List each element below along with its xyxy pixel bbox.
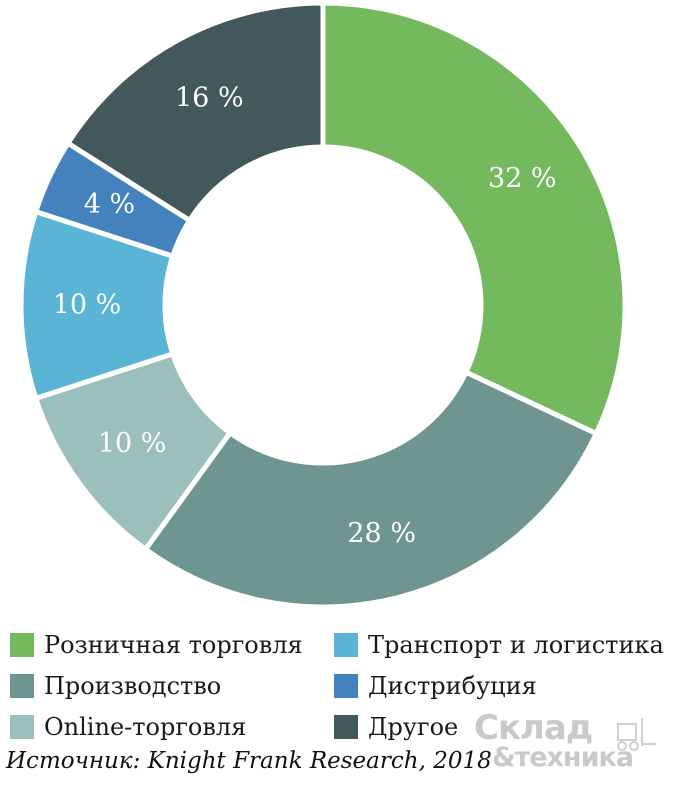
donut-slice — [64, 0, 326, 224]
legend-item: Розничная торговля — [10, 630, 303, 660]
legend-swatch — [10, 715, 34, 739]
legend-label: Розничная торговля — [44, 631, 303, 659]
slice-value-label: 16 % — [175, 83, 244, 114]
donut-chart: 32 % 28 % 10 % 10 % 4 % 16 % — [21, 0, 628, 610]
slice-value-label: 10 % — [98, 428, 167, 459]
donut-slice — [141, 368, 600, 610]
legend-item: Online-торговля — [10, 712, 246, 742]
legend-swatch — [10, 633, 34, 657]
legend-label: Online-торговля — [44, 713, 247, 741]
legend-label: Дистрибуция — [368, 672, 537, 700]
legend-label: Транспорт и логистика — [368, 631, 664, 659]
legend-label: Производство — [44, 672, 222, 700]
forklift-icon — [617, 718, 656, 751]
legend: Розничная торговля Транспорт и логистика… — [10, 628, 681, 748]
legend-item: Другое — [334, 712, 458, 742]
slice-value-label: 28 % — [347, 518, 416, 549]
legend-item: Производство — [10, 671, 221, 701]
legend-swatch — [10, 674, 34, 698]
legend-swatch — [334, 633, 358, 657]
watermark-logo: Склад &техника — [462, 708, 677, 778]
donut-slice — [320, 0, 628, 437]
watermark-text-2: &техника — [492, 742, 634, 773]
legend-swatch — [334, 715, 358, 739]
slice-value-label: 10 % — [53, 290, 122, 321]
legend-item: Дистрибуция — [334, 671, 537, 701]
watermark-text-1: Склад — [474, 708, 593, 748]
legend-label: Другое — [368, 713, 459, 741]
slice-value-label: 4 % — [84, 189, 135, 220]
slice-value-label: 32 % — [488, 163, 557, 194]
legend-item: Транспорт и логистика — [334, 630, 664, 660]
source-note: Источник: Knight Frank Research, 2018 — [6, 748, 492, 774]
legend-swatch — [334, 674, 358, 698]
